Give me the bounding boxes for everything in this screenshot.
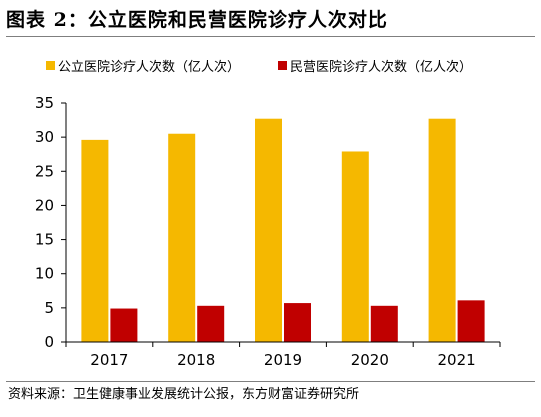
x-tick-label: 2021 (438, 351, 476, 369)
x-tick-label: 2017 (90, 351, 128, 369)
y-tick-label: 25 (35, 162, 54, 180)
legend-label-private: 民营医院诊疗人次数（亿人次） (290, 60, 473, 75)
legend-item-private: 民营医院诊疗人次数（亿人次） (278, 56, 472, 75)
legend-swatch-private (278, 61, 287, 70)
bar-public-2017 (81, 139, 109, 342)
legend-item-public: 公立医院诊疗人次数（亿人次） (46, 56, 240, 75)
bar-private-2019 (284, 303, 311, 342)
bar-private-2017 (110, 308, 138, 342)
bar-series (81, 118, 485, 342)
bar-private-2020 (370, 305, 398, 342)
bar-public-2019 (255, 118, 282, 342)
y-tick-label: 0 (44, 333, 54, 351)
x-tick-label: 2020 (351, 351, 389, 369)
bar-public-2018 (168, 133, 196, 342)
y-tick-label: 5 (44, 299, 54, 317)
y-tick-label: 35 (35, 94, 54, 112)
source-note: 资料来源：卫生健康事业发展统计公报，东方财富证券研究所 (8, 387, 360, 402)
x-tick-label: 2018 (177, 351, 215, 369)
chart-legend: 公立医院诊疗人次数（亿人次） 民营医院诊疗人次数（亿人次） (0, 56, 541, 76)
source-divider (6, 381, 535, 382)
title-divider (6, 36, 535, 37)
y-tick-label: 10 (35, 265, 54, 283)
legend-swatch-public (46, 61, 55, 70)
legend-label-public: 公立医院诊疗人次数（亿人次） (58, 60, 241, 75)
bar-private-2018 (197, 305, 225, 342)
bar-public-2020 (341, 151, 369, 342)
x-tick-label: 2019 (264, 351, 302, 369)
figure-title: 图表 2：公立医院和民营医院诊疗人次对比 (6, 9, 388, 31)
bar-public-2021 (428, 118, 456, 342)
y-tick-label: 15 (35, 231, 54, 249)
bar-private-2021 (457, 300, 485, 342)
x-axis: 2017 2018 2019 2020 2021 (65, 341, 501, 369)
y-axis: 0 5 10 15 20 25 30 35 (35, 94, 67, 351)
y-tick-label: 30 (35, 128, 54, 146)
y-tick-label: 20 (35, 196, 54, 214)
